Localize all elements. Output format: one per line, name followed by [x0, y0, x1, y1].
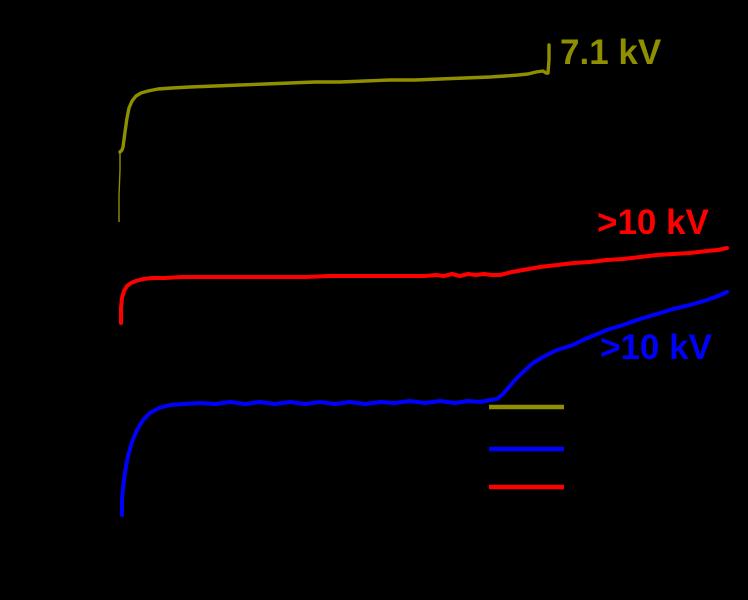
curve-7-1kv-lead-segment — [118, 152, 121, 222]
curve-label-7-1kv: 7.1 kV — [560, 33, 662, 72]
curve-gt10kv-blue — [120, 290, 729, 517]
curve-label-gt10kv-blue: >10 kV — [600, 328, 712, 367]
curve-gt10kv-red — [119, 246, 729, 325]
curve-7-1kv — [118, 43, 551, 154]
curve-label-gt10kv-red: >10 kV — [597, 203, 709, 242]
